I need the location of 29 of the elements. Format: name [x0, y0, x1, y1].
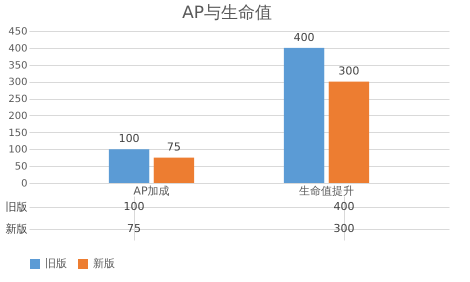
y-tick-label: 400 — [8, 43, 28, 54]
bar — [284, 48, 324, 183]
y-tick-label: 0 — [21, 178, 28, 190]
legend-label: 新版 — [93, 257, 115, 270]
data-label: 75 — [166, 140, 181, 154]
y-tick-label: 100 — [8, 144, 28, 156]
text: 新版 — [6, 222, 28, 236]
legend-label: 旧版 — [45, 257, 67, 270]
data-label: 300 — [338, 64, 360, 78]
y-tick-label: 300 — [8, 77, 28, 88]
y-tick-label: 150 — [8, 128, 28, 139]
x-tick-label: 生命值提升 — [299, 184, 354, 198]
x-tick-label: AP加成 — [133, 184, 170, 198]
y-tick-label: 350 — [8, 60, 28, 72]
y-tick-label: 200 — [8, 110, 28, 122]
text: 400 — [334, 200, 354, 213]
bar — [108, 149, 150, 183]
chart-title: AP与生命值 — [182, 3, 272, 23]
y-tick-label: 50 — [14, 162, 28, 173]
y-tick-label: 450 — [8, 26, 28, 38]
data-label: 400 — [294, 30, 315, 44]
y-tick-label: 250 — [8, 94, 28, 106]
text: 100 — [124, 200, 144, 213]
text: 旧版 — [6, 200, 28, 214]
text: 300 — [334, 222, 354, 235]
bar — [154, 158, 194, 183]
data-label: 100 — [118, 132, 140, 146]
text: 75 — [127, 222, 141, 235]
bar — [328, 82, 370, 183]
